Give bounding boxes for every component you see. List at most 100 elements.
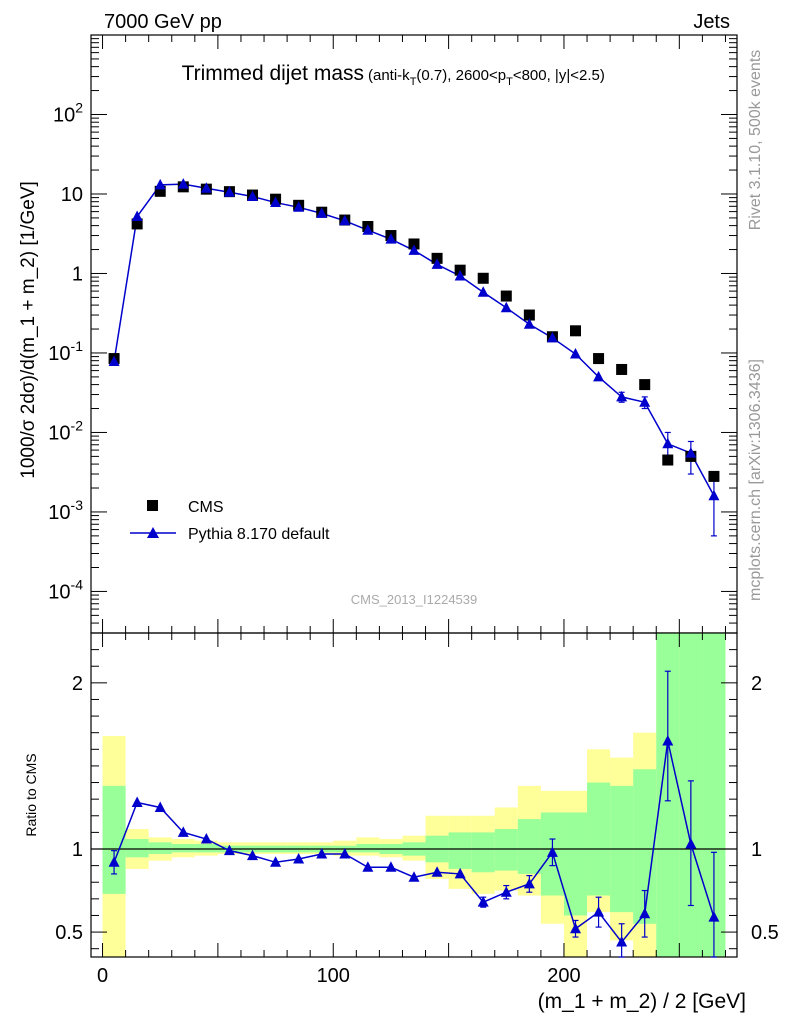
pythia-data-point	[431, 258, 443, 269]
ratio-data-point	[385, 861, 397, 872]
pythia-data-point	[500, 301, 512, 313]
header-left-label: 7000 GeV pp	[104, 11, 222, 33]
y-tick-label: 1	[72, 263, 83, 285]
y-tick-label: 10-4	[48, 576, 83, 603]
ratio-data-point	[500, 886, 512, 897]
pythia-data-point	[662, 437, 674, 449]
uncertainty-band-stat	[494, 829, 518, 871]
ratio-plot-frame	[90, 632, 738, 958]
pythia-data-point	[316, 207, 328, 218]
ratio-y-tick-label-right: 1	[751, 839, 762, 861]
ratio-data-point	[616, 936, 628, 947]
uncertainty-band-stat	[171, 844, 195, 853]
ratio-data-point	[200, 833, 212, 844]
pythia-data-point	[523, 318, 535, 329]
x-axis-label: (m_1 + m_2) / 2 [GeV]	[538, 990, 746, 1013]
cms-data-point	[593, 353, 605, 365]
ratio-y-tick-label: 0.5	[55, 922, 83, 944]
pythia-line	[113, 183, 715, 497]
ratio-plot: 0 100 200 0.5 0.5 1 1 2 2	[55, 632, 779, 987]
pythia-data-point	[454, 269, 466, 281]
ratio-data-point	[570, 922, 581, 934]
ratio-data-point	[662, 735, 674, 746]
uncertainty-band-stat	[702, 633, 726, 957]
ratio-data-point	[247, 849, 258, 861]
legend: CMS Pythia 8.170 default	[130, 499, 330, 543]
uncertainty-band-stat	[517, 819, 541, 874]
cms-data-point	[639, 379, 651, 391]
header-right-label: Jets	[693, 11, 730, 33]
ratio-data-point	[408, 871, 420, 882]
y-tick-label: 10-1	[48, 338, 83, 365]
cms-data-point	[431, 252, 443, 264]
ratio-data-point	[108, 856, 120, 867]
pythia-data-point	[685, 447, 697, 458]
cms-data-point	[662, 454, 674, 466]
ratio-data-point	[154, 801, 166, 812]
pythia-data-point	[200, 182, 212, 193]
y-tick-label: 10	[61, 184, 83, 206]
cms-data-point	[154, 185, 166, 197]
ratio-data-point	[293, 852, 305, 864]
pythia-data-point	[546, 331, 558, 343]
ratio-data-point	[339, 847, 351, 859]
ratio-data-point	[362, 861, 374, 872]
ratio-data-point	[593, 906, 605, 917]
uncertainty-band-stat	[448, 832, 472, 869]
legend-marker-pythia	[147, 527, 159, 538]
pythia-data-point	[247, 190, 258, 201]
main-y-axis-label: 1000/σ 2dσ)/d(m_1 + m_2) [1/GeV]	[18, 181, 39, 479]
pythia-data-point	[616, 390, 628, 402]
ratio-data-point	[454, 867, 466, 879]
main-plot-frame	[90, 34, 738, 634]
pythia-data-point	[177, 178, 189, 189]
cms-data-point	[477, 272, 489, 284]
ratio-y-tick-label: 2	[72, 673, 83, 695]
ratio-data-point	[131, 796, 143, 807]
pythia-data-point	[570, 348, 581, 359]
pythia-data-point	[362, 224, 374, 235]
x-tick-label: 0	[97, 965, 108, 987]
main-title: Trimmed dijet mass	[182, 62, 364, 85]
legend-marker-cms	[147, 500, 158, 511]
uncertainty-band-stat	[148, 842, 172, 854]
uncertainty-band-stat	[633, 769, 657, 924]
mcplots-label: mcplots.cern.ch [arXiv:1306.3436]	[747, 359, 764, 601]
legend-label-cms: CMS	[188, 499, 224, 516]
cms-data-point	[616, 363, 628, 375]
ratio-data-point	[177, 826, 189, 837]
ratio-data-point	[685, 838, 697, 849]
pythia-data-point	[223, 186, 235, 197]
analysis-watermark: CMS_2013_I1224539	[351, 592, 478, 607]
rivet-version-label: Rivet 3.1.10, 500k events	[747, 50, 764, 231]
ratio-data-point	[316, 847, 328, 859]
uncertainty-band-stat	[587, 782, 611, 896]
ratio-data-point	[546, 846, 558, 857]
pythia-data-point	[270, 196, 282, 208]
cms-data-point	[408, 238, 420, 250]
cms-data-point	[708, 470, 720, 482]
legend-label-pythia: Pythia 8.170 default	[188, 526, 330, 543]
pythia-data-point	[385, 233, 397, 244]
pythia-data-point	[108, 355, 120, 367]
pythia-data-point	[708, 489, 720, 501]
ratio-y-tick-label-right: 2	[751, 673, 762, 695]
pythia-data-point	[131, 210, 143, 222]
y-tick-label: 102	[53, 99, 83, 126]
pythia-data-point	[154, 178, 166, 190]
ratio-data-point	[639, 907, 651, 919]
pythia-data-point	[339, 214, 351, 226]
y-tick-label: 10-3	[48, 497, 83, 524]
y-tick-label: 10-2	[48, 417, 83, 444]
cms-data-point	[523, 309, 535, 321]
ratio-data-point	[223, 844, 235, 856]
pythia-data-point	[293, 201, 305, 212]
pythia-data-point	[477, 286, 489, 297]
uncertainty-band-stat	[194, 844, 218, 853]
x-tick-label: 200	[547, 965, 580, 987]
uncertainty-band-stat	[563, 812, 588, 916]
cms-data-point	[570, 325, 581, 337]
uncertainty-band-stat	[125, 839, 149, 858]
pythia-data-point	[593, 370, 605, 382]
